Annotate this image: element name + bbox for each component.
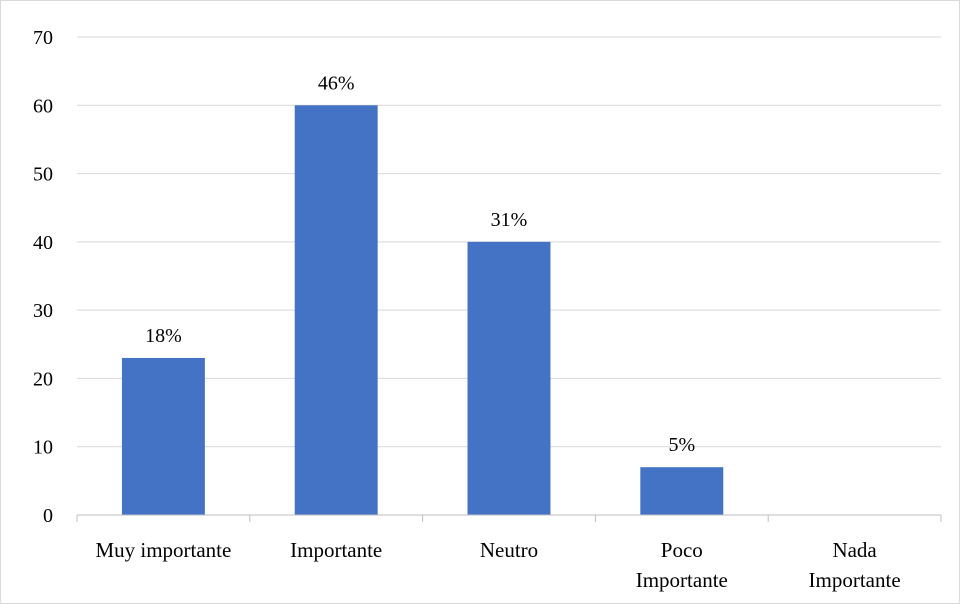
category-label: Importante [809,568,901,592]
category-label: Neutro [480,538,538,562]
data-label: 18% [145,325,182,347]
bar [467,241,551,515]
category-label: Importante [636,568,728,592]
y-tick-label: 70 [33,27,53,49]
y-tick-label: 60 [33,95,53,117]
bar [294,105,378,516]
data-label: 31% [491,209,528,231]
x-axis [76,514,942,522]
category-label: Poco [661,538,703,562]
bar [121,357,205,515]
y-tick-label: 10 [33,437,53,459]
data-label: 5% [668,434,695,456]
y-tick-label: 20 [33,368,53,390]
y-tick-label: 40 [33,232,53,254]
category-label: Nada [832,538,877,562]
category-label: Muy importante [95,538,231,562]
y-tick-label: 0 [43,505,53,527]
bars [121,105,724,516]
y-tick-label: 50 [33,164,53,186]
y-axis-tick-labels: 0 10 20 30 40 50 60 70 [33,27,53,527]
category-label: Importante [290,538,382,562]
category-labels: Muy importante Importante Neutro Poco Import… [95,538,900,592]
y-tick-label: 30 [33,300,53,322]
bar [640,467,724,515]
data-labels: 18% 46% 31% 5% [145,72,695,456]
data-label: 46% [318,72,355,94]
